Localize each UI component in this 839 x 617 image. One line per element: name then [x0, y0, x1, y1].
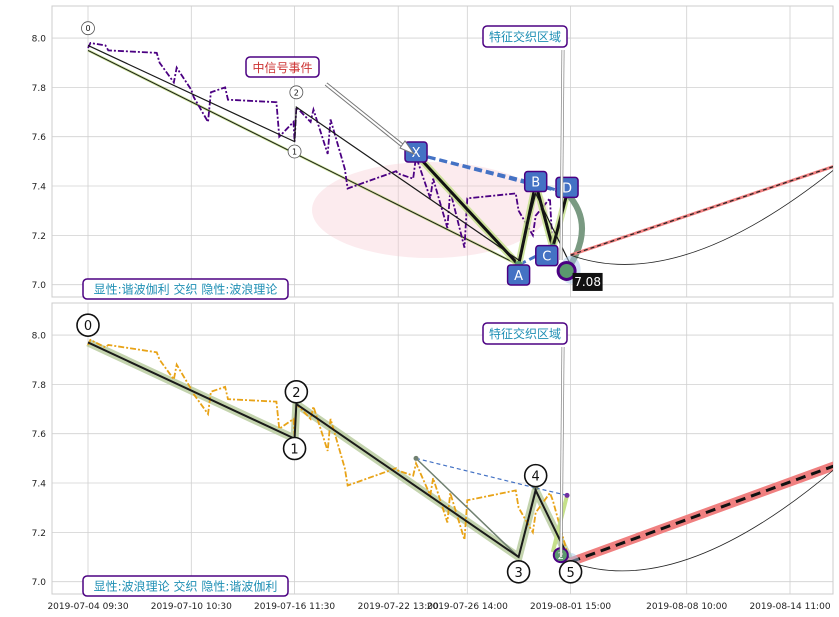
y-tick-label: 7.6	[32, 133, 47, 143]
harmonic-label-box	[506, 264, 531, 286]
harmonic-node	[564, 492, 570, 498]
projection-line	[570, 464, 833, 564]
price-series	[87, 338, 568, 553]
y-tick-label: 7.0	[32, 281, 47, 291]
harmonic-label-box	[535, 244, 559, 267]
trend-line	[87, 49, 519, 266]
feature-pointer-inner	[560, 49, 564, 261]
value-badge: 7.08	[574, 275, 601, 289]
wave-label-circle	[282, 436, 307, 461]
x-tick-label: 2019-08-01 15:00	[530, 602, 611, 612]
signal-arrow-head	[399, 140, 416, 156]
y-tick-label: 7.2	[32, 232, 46, 242]
x-tick-label: 2019-07-22 13:00	[358, 602, 439, 612]
panel-label-box	[82, 575, 289, 597]
wave-label: 1	[292, 148, 297, 157]
harmonic-label: C	[542, 250, 551, 265]
wave-label-circle	[506, 560, 531, 584]
panel-1: 7.0 7.2 7.4 7.6 7.8 8.0 0 1 2 X A B C D 7.08 中信号事件 特征交织区…	[32, 5, 834, 300]
x-tick-label: 2019-07-10 10:30	[151, 602, 232, 612]
wave-label-circle	[287, 144, 302, 159]
panel-label: 显性:波浪理论 交织 隐性:谐波伽利	[94, 579, 278, 594]
plot-area	[51, 302, 834, 595]
x-tick-label: 2019-07-16 11:30	[254, 602, 335, 612]
wave-label: 2	[292, 386, 300, 401]
current-marker	[559, 263, 574, 278]
y-tick-label: 8.0	[32, 35, 47, 45]
wave-label-circle	[76, 313, 100, 337]
x-tick-label: 2019-07-04 09:30	[47, 602, 128, 612]
harmonic-leg	[517, 183, 538, 266]
signal-event-label: 中信号事件	[252, 60, 312, 75]
wave-label: 3	[514, 566, 522, 581]
time-projection-arrow	[570, 469, 833, 572]
feature-pointer-inner	[560, 346, 564, 558]
harmonic-label: B	[531, 176, 540, 191]
harmonic-dashed	[415, 152, 568, 195]
y-tick-label: 7.4	[32, 183, 47, 193]
y-tick-label: 7.8	[32, 381, 47, 391]
wave-line	[87, 44, 572, 266]
feature-zone-box	[482, 25, 568, 48]
wave-label-circle	[284, 379, 309, 404]
value-badge-bg	[572, 272, 603, 291]
x-tick-label: 2019-08-14 11:00	[749, 602, 830, 612]
y-tick-label: 7.2	[32, 529, 46, 539]
x-tick-label: 2019-08-08 10:00	[646, 602, 727, 612]
feature-zone-box	[482, 322, 568, 345]
panel-label-box	[82, 278, 289, 300]
harmonic-dashed	[535, 487, 568, 496]
y-tick-label: 8.0	[32, 332, 47, 342]
harmonic-label: X	[412, 146, 421, 161]
harmonic-label-box	[523, 170, 548, 193]
harmonic-leg	[415, 457, 520, 558]
y-tick-label: 7.6	[32, 430, 47, 440]
harmonic-node	[413, 455, 419, 461]
wave-label: 0	[84, 319, 92, 334]
price-series	[87, 41, 554, 253]
y-tick-label: 7.0	[32, 578, 47, 588]
y-tick-label: 7.8	[32, 84, 47, 94]
harmonic-label: A	[514, 269, 523, 284]
wave-label-circle	[558, 560, 583, 584]
wave-label: 0	[85, 24, 90, 33]
wave-label-circle	[523, 463, 548, 488]
wave-label-circle	[81, 21, 95, 36]
wave-line	[87, 341, 572, 563]
y-tick-label: 7.4	[32, 480, 47, 490]
time-projection-arrow	[570, 169, 833, 265]
harmonic-label-box	[404, 141, 428, 163]
signal-event-box	[245, 56, 320, 78]
wave-label-circle	[289, 85, 304, 100]
wave-label: 5	[566, 566, 574, 581]
feature-zone-label: 特征交织区域	[489, 29, 561, 44]
x-tick-label: 2019-07-26 14:00	[427, 602, 508, 612]
harmonic-leg	[414, 152, 520, 266]
harmonic-leg	[534, 183, 555, 249]
signal-arrow-inner	[325, 83, 409, 151]
panel-label: 显性:谐波伽利 交织 隐性:波浪理论	[94, 282, 278, 297]
harmonic-label: D	[562, 181, 572, 196]
projection-line	[570, 165, 833, 256]
wave-label: 1	[290, 443, 298, 458]
wave-label: 2	[294, 88, 299, 97]
feature-zone-label: 特征交织区域	[489, 326, 561, 341]
wave-label: 4	[532, 470, 540, 485]
